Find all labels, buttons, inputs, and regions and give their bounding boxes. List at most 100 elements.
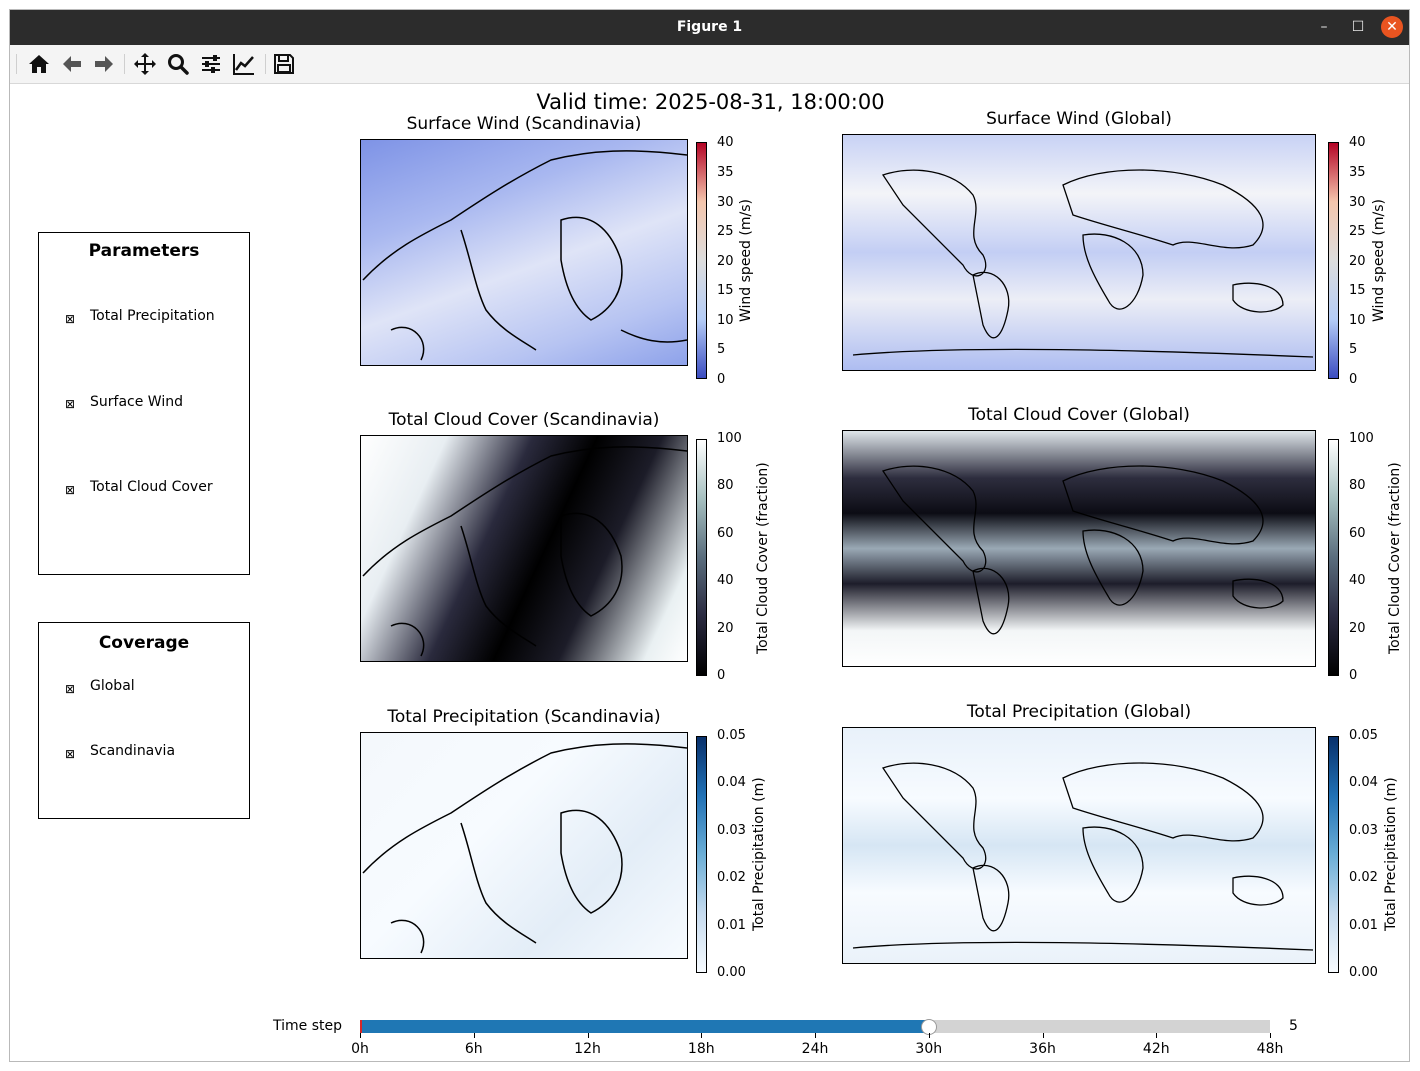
parameters-title: Parameters <box>88 241 200 261</box>
cbar-tick: 100 <box>717 431 742 446</box>
navigation-toolbar <box>10 45 1409 84</box>
cbar-tick: 10 <box>717 313 734 328</box>
forward-icon[interactable] <box>92 52 116 76</box>
checkbox-surface-wind[interactable]: ⊠ <box>65 397 76 411</box>
cbar-tick: 40 <box>1349 135 1366 150</box>
cbar-tick: 0.03 <box>1349 823 1378 838</box>
toolbar-separator <box>124 54 125 74</box>
slider-tick-mark <box>360 1033 361 1038</box>
slider-value: 5 <box>1289 1018 1298 1034</box>
axes-icon[interactable] <box>232 52 256 76</box>
cbar-tick: 0.04 <box>717 775 746 790</box>
slider-tick-mark <box>473 1033 475 1038</box>
cbar-tick: 0.00 <box>717 965 746 980</box>
panel-title-precip-scandinavia: Total Precipitation (Scandinavia) <box>387 707 661 727</box>
slider-tick-mark <box>701 1033 703 1038</box>
coastline-cloud-scandinavia <box>362 446 687 657</box>
cbar-tick: 0 <box>1349 668 1358 683</box>
cbar-tick: 0 <box>1349 372 1358 387</box>
cbar-tick: 25 <box>1349 224 1366 239</box>
toolbar-separator <box>16 54 17 74</box>
cbar-tick: 15 <box>717 283 734 298</box>
cbar-tick: 0.04 <box>1349 775 1378 790</box>
subplots-icon[interactable] <box>199 52 223 76</box>
slider-initial-marker <box>360 1020 362 1033</box>
cbar-tick: 30 <box>717 195 734 210</box>
cbar-tick: 20 <box>1349 254 1366 269</box>
colorbar-precip-scandinavia <box>696 736 707 973</box>
checkbox-label-surface-wind[interactable]: Surface Wind <box>90 394 183 410</box>
map-cloud-global[interactable] <box>842 430 1316 667</box>
checkbox-total-cloud-cover[interactable]: ⊠ <box>65 483 76 497</box>
cbar-tick: 0.02 <box>717 870 746 885</box>
back-icon[interactable] <box>60 52 84 76</box>
maximize-button[interactable]: ☐ <box>1351 19 1365 35</box>
coastline-precip-scandinavia <box>362 743 687 954</box>
slider-tick-mark <box>587 1033 589 1038</box>
parameters-checkbox-panel: Parameters ⊠ Total Precipitation ⊠ Surfa… <box>38 232 250 575</box>
cbar-tick: 80 <box>1349 478 1366 493</box>
slider-tick-mark <box>815 1033 816 1038</box>
checkbox-label-global[interactable]: Global <box>90 678 135 694</box>
checkbox-label-scandinavia[interactable]: Scandinavia <box>90 743 176 759</box>
slider-tick-label: 30h <box>915 1041 943 1057</box>
cbar-tick: 0.05 <box>1349 728 1378 743</box>
map-cloud-scandinavia[interactable] <box>360 435 688 662</box>
checkbox-label-total-precipitation[interactable]: Total Precipitation <box>90 308 215 324</box>
map-wind-global[interactable] <box>842 134 1316 371</box>
checkbox-label-total-cloud-cover[interactable]: Total Cloud Cover <box>90 479 213 495</box>
slider-tick-label: 6h <box>464 1041 483 1057</box>
panel-title-wind-scandinavia: Surface Wind (Scandinavia) <box>406 114 642 134</box>
colorbar-wind-global <box>1328 142 1339 379</box>
toolbar-separator <box>265 54 266 74</box>
panel-title-cloud-global: Total Cloud Cover (Global) <box>968 405 1190 425</box>
title-bar: Figure 1 – ☐ ✕ <box>10 10 1409 45</box>
figure-window: Figure 1 – ☐ ✕ Vali <box>9 9 1410 1062</box>
home-icon[interactable] <box>27 52 51 76</box>
colorbar-wind-scandinavia <box>696 142 707 379</box>
minimize-button[interactable]: – <box>1320 19 1328 35</box>
cbar-tick: 20 <box>1349 621 1366 636</box>
cbar-tick: 5 <box>717 342 726 357</box>
close-button[interactable]: ✕ <box>1381 16 1403 38</box>
colorbar-label-cloud-scandinavia: Total Cloud Cover (fraction) <box>755 462 771 654</box>
coastline-wind-scandinavia <box>362 150 687 361</box>
coastline-cloud-global <box>881 465 1284 635</box>
slider-tick-label: 48h <box>1256 1041 1284 1057</box>
slider-tick-label: 36h <box>1029 1041 1056 1057</box>
panel-title-cloud-scandinavia: Total Cloud Cover (Scandinavia) <box>388 410 660 430</box>
cbar-tick: 20 <box>717 254 734 269</box>
cbar-tick: 25 <box>717 224 734 239</box>
cbar-tick: 0 <box>717 372 726 387</box>
zoom-icon[interactable] <box>166 52 190 76</box>
map-wind-scandinavia[interactable] <box>360 139 688 366</box>
colorbar-cloud-global <box>1328 439 1339 676</box>
coverage-checkbox-panel: Coverage ⊠ Global ⊠ Scandinavia <box>38 622 250 819</box>
map-precip-scandinavia[interactable] <box>360 732 688 959</box>
pan-icon[interactable] <box>133 52 157 76</box>
checkbox-global[interactable]: ⊠ <box>65 682 76 696</box>
colorbar-label-wind-scandinavia: Wind speed (m/s) <box>738 199 754 322</box>
cbar-tick: 60 <box>717 526 734 541</box>
cbar-tick: 0.01 <box>1349 918 1378 933</box>
slider-label: Time step <box>273 1018 342 1034</box>
slider-tick-label: 42h <box>1142 1041 1170 1057</box>
panel-title-wind-global: Surface Wind (Global) <box>986 109 1172 129</box>
figure-canvas: Valid time: 2025-08-31, 18:00:00 Paramet… <box>10 84 1409 1062</box>
colorbar-label-wind-global: Wind speed (m/s) <box>1371 199 1387 322</box>
colorbar-label-cloud-global: Total Cloud Cover (fraction) <box>1387 462 1403 654</box>
cbar-tick: 0.03 <box>717 823 746 838</box>
save-icon[interactable] <box>272 52 296 76</box>
slider-tick-mark <box>928 1033 930 1038</box>
window-title: Figure 1 <box>676 19 743 35</box>
slider-tick-label: 12h <box>574 1041 601 1057</box>
checkbox-total-precipitation[interactable]: ⊠ <box>65 312 76 326</box>
slider-tick-label: 0h <box>351 1041 369 1057</box>
checkbox-scandinavia[interactable]: ⊠ <box>65 747 76 761</box>
colorbar-precip-global <box>1328 736 1339 973</box>
map-precip-global[interactable] <box>842 727 1316 964</box>
slider-tick-mark <box>1270 1033 1271 1038</box>
cbar-tick: 35 <box>1349 165 1366 180</box>
cbar-tick: 15 <box>1349 283 1366 298</box>
cbar-tick: 0.00 <box>1349 965 1378 980</box>
